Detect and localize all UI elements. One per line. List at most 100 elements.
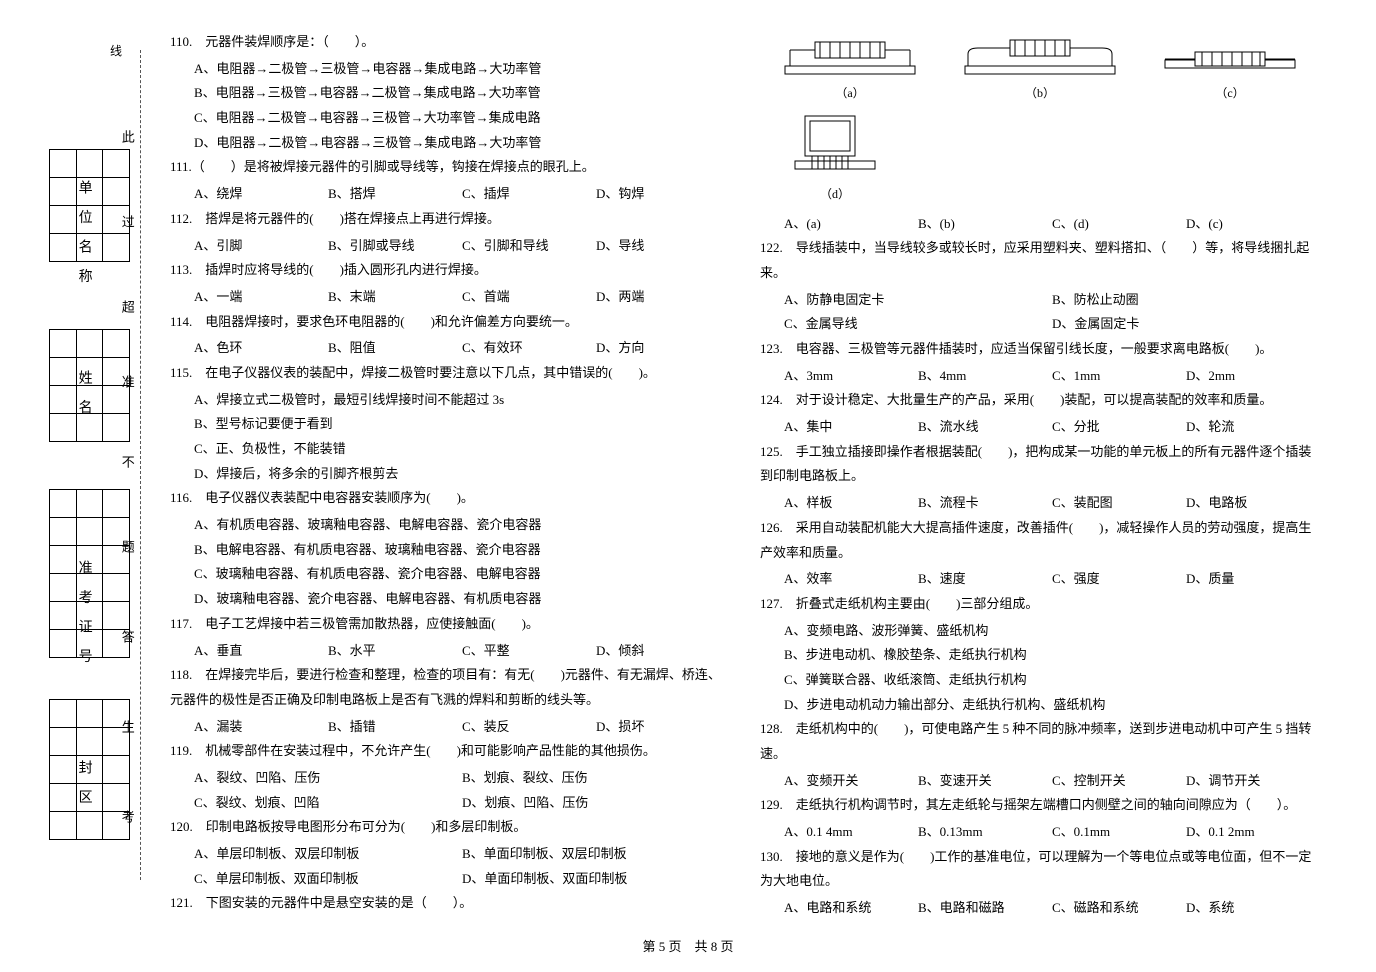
q112-b: B、引脚或导线: [328, 234, 462, 259]
q116-d: D、玻璃釉电容器、瓷介电容器、电解电容器、有机质电容器: [170, 587, 730, 612]
dash-mark-1: 过: [114, 215, 139, 242]
q122-a: A、防静电固定卡: [784, 288, 1052, 313]
q117-stem: 117. 电子工艺焊接中若三极管需加散热器，应使接触面( )。: [170, 612, 730, 637]
fig-d-label: （d）: [820, 187, 850, 201]
q123-stem: 123. 电容器、三极管等元器件插装时，应适当保留引线长度，一般要求离电路板( …: [760, 337, 1320, 362]
q120-d: D、单面印制板、双面印制板: [462, 867, 730, 892]
dash-mark-3: 准: [114, 375, 139, 402]
dash-mark-6: 答: [114, 630, 139, 657]
q127-a: A、变频电路、波形弹簧、盛纸机构: [760, 619, 1320, 644]
q114-c: C、有效环: [462, 336, 596, 361]
q118-b: B、插错: [328, 715, 462, 740]
q112-stem: 112. 搭焊是将元器件的( )搭在焊接点上再进行焊接。: [170, 207, 730, 232]
q117-opts: A、垂直 B、水平 C、平整 D、倾斜: [170, 639, 730, 664]
dash-mark-4: 不: [114, 455, 139, 482]
q112-opts: A、引脚 B、引脚或导线 C、引脚和导线 D、导线: [170, 234, 730, 259]
q119-b: B、划痕、裂纹、压伤: [462, 766, 730, 791]
q110-b: B、电阻器→三极管→电容器→二极管→集成电路→大功率管: [170, 81, 730, 106]
q129-d: D、0.1 2mm: [1186, 820, 1320, 845]
q115-c: C、正、负极性，不能装错: [170, 437, 730, 462]
q121-fig-row2: （d）: [760, 111, 1320, 206]
q123-a: A、3mm: [784, 364, 918, 389]
q116-c: C、玻璃釉电容器、有机质电容器、瓷介电容器、电解电容器: [170, 562, 730, 587]
q125-opts: A、样板 B、流程卡 C、装配图 D、电路板: [760, 491, 1320, 516]
q129-stem: 129. 走纸执行机构调节时，其左走纸轮与摇架左端槽口内侧壁之间的轴向间隙应为（…: [760, 793, 1320, 818]
q125-stem: 125. 手工独立插接即操作者根据装配( )，把构成某一功能的单元板上的所有元器…: [760, 440, 1320, 489]
q125-c: C、装配图: [1052, 491, 1186, 516]
dash-line: [140, 50, 141, 880]
q123-c: C、1mm: [1052, 364, 1186, 389]
q121-fig-row1: （a） （b） （c）: [760, 30, 1320, 105]
q123-opts: A、3mm B、4mm C、1mm D、2mm: [760, 364, 1320, 389]
q122-c: C、金属导线: [784, 312, 1052, 337]
q119-opts1: A、裂纹、凹陷、压伤 B、划痕、裂纹、压伤: [170, 766, 730, 791]
q130-d: D、系统: [1186, 896, 1320, 921]
q128-c: C、控制开关: [1052, 769, 1186, 794]
right-column: （a） （b） （c） （d） A、(a) B、(b) C、(d) D、(c) …: [745, 30, 1335, 910]
fig-d: （d）: [790, 111, 880, 206]
q130-stem: 130. 接地的意义是作为( )工作的基准电位，可以理解为一个等电位点或等电位面…: [760, 845, 1320, 894]
q118-c: C、装反: [462, 715, 596, 740]
q114-d: D、方向: [596, 336, 730, 361]
q118-stem: 118. 在焊接完毕后，要进行检查和整理，检查的项目有：有无( )元器件、有无漏…: [170, 663, 730, 712]
q127-c: C、弹簧联合器、收纸滚筒、走纸执行机构: [760, 668, 1320, 693]
q111-c: C、插焊: [462, 182, 596, 207]
q120-stem: 120. 印制电路板按导电图形分布可分为( )和多层印制板。: [170, 815, 730, 840]
q115-b: B、型号标记要便于看到: [170, 412, 730, 437]
q118-a: A、漏装: [194, 715, 328, 740]
q111-a: A、绕焊: [194, 182, 328, 207]
q117-a: A、垂直: [194, 639, 328, 664]
q116-stem: 116. 电子仪器仪表装配中电容器安装顺序为( )。: [170, 486, 730, 511]
q112-c: C、引脚和导线: [462, 234, 596, 259]
q128-opts: A、变频开关 B、变速开关 C、控制开关 D、调节开关: [760, 769, 1320, 794]
q113-d: D、两端: [596, 285, 730, 310]
q114-opts: A、色环 B、阻值 C、有效环 D、方向: [170, 336, 730, 361]
q115-stem: 115. 在电子仪器仪表的装配中，焊接二极管时要注意以下几点，其中错误的( )。: [170, 361, 730, 386]
fig-a: （a）: [780, 30, 920, 105]
q120-opts1: A、单层印制板、双层印制板 B、单面印制板、双层印制板: [170, 842, 730, 867]
q113-stem: 113. 插焊时应将导线的( )插入圆形孔内进行焊接。: [170, 258, 730, 283]
dash-mark-7: 生: [114, 720, 139, 747]
q121-opts: A、(a) B、(b) C、(d) D、(c): [760, 212, 1320, 237]
q128-b: B、变速开关: [918, 769, 1052, 794]
q113-c: C、首端: [462, 285, 596, 310]
q113-a: A、一端: [194, 285, 328, 310]
q129-c: C、0.1mm: [1052, 820, 1186, 845]
q130-b: B、电路和磁路: [918, 896, 1052, 921]
q121-stem: 121. 下图安装的元器件中是悬空安装的是（ ）。: [170, 891, 730, 916]
q119-c: C、裂纹、划痕、凹陷: [194, 791, 462, 816]
q114-b: B、阻值: [328, 336, 462, 361]
q130-c: C、磁路和系统: [1052, 896, 1186, 921]
q119-a: A、裂纹、凹陷、压伤: [194, 766, 462, 791]
line-char: 线: [110, 40, 122, 63]
q126-stem: 126. 采用自动装配机能大大提高插件速度，改善插件( )，减轻操作人员的劳动强…: [760, 516, 1320, 565]
q117-c: C、平整: [462, 639, 596, 664]
q111-stem: 111.（ ）是将被焊接元器件的引脚或导线等，钩接在焊接点的眼孔上。: [170, 155, 730, 180]
q128-stem: 128. 走纸机构中的( )，可使电路产生 5 种不同的脉冲频率，送到步进电动机…: [760, 717, 1320, 766]
q121-oc: C、(d): [1052, 212, 1186, 237]
page-body: 110. 元器件装焊顺序是：（ ）。 A、电阻器→二极管→三极管→电容器→集成电…: [155, 30, 1335, 910]
q111-opts: A、绕焊 B、搭焊 C、插焊 D、钩焊: [170, 182, 730, 207]
q122-opts2: C、金属导线 D、金属固定卡: [760, 312, 1320, 337]
q123-b: B、4mm: [918, 364, 1052, 389]
q128-d: D、调节开关: [1186, 769, 1320, 794]
q110-stem: 110. 元器件装焊顺序是：（ ）。: [170, 30, 730, 55]
fig-a-label: （a）: [835, 86, 864, 100]
q124-b: B、流水线: [918, 415, 1052, 440]
fig-c-label: （c）: [1215, 86, 1244, 100]
page-footer: 第 5 页 共 8 页: [0, 935, 1376, 960]
q120-a: A、单层印制板、双层印制板: [194, 842, 462, 867]
q110-c: C、电阻器→二极管→电容器→三极管→大功率管→集成电路: [170, 106, 730, 131]
dash-mark-2: 超: [114, 300, 139, 327]
q125-b: B、流程卡: [918, 491, 1052, 516]
q124-c: C、分批: [1052, 415, 1186, 440]
q126-a: A、效率: [784, 567, 918, 592]
q124-d: D、轮流: [1186, 415, 1320, 440]
q119-d: D、划痕、凹陷、压伤: [462, 791, 730, 816]
q111-b: B、搭焊: [328, 182, 462, 207]
q128-a: A、变频开关: [784, 769, 918, 794]
q110-a: A、电阻器→二极管→三极管→电容器→集成电路→大功率管: [170, 57, 730, 82]
q126-d: D、质量: [1186, 567, 1320, 592]
q121-oa: A、(a): [784, 212, 918, 237]
q127-d: D、步进电动机动力输出部分、走纸执行机构、盛纸机构: [760, 693, 1320, 718]
